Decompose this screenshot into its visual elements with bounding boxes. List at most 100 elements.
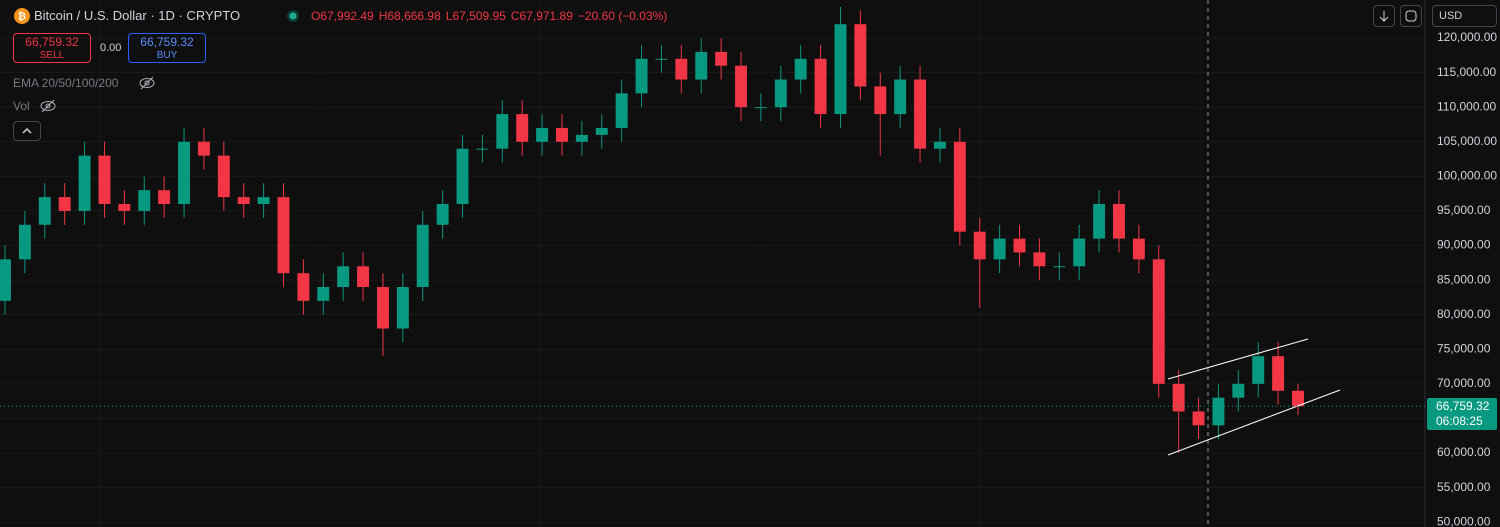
candle-body — [1093, 204, 1106, 239]
candle-body — [1212, 397, 1225, 426]
y-tick-label: 80,000.00 — [1437, 307, 1491, 321]
candle-body — [337, 266, 350, 288]
close-value: C67,971.89 — [510, 9, 573, 23]
candle-body — [933, 141, 946, 149]
candle-body — [735, 65, 747, 108]
y-tick-label: 70,000.00 — [1437, 376, 1491, 390]
candle-body — [277, 197, 290, 274]
y-tick-label: 115,000.00 — [1437, 65, 1496, 79]
candle-body — [973, 231, 986, 260]
candle-body — [1132, 238, 1145, 260]
candle-body — [1113, 204, 1125, 239]
candle-body — [516, 114, 529, 142]
candle-body — [297, 273, 310, 301]
y-tick-label: 120,000.00 — [1437, 30, 1497, 44]
candle-body — [914, 79, 927, 149]
candle-body — [197, 141, 210, 156]
bitcoin-icon: ₿ — [14, 8, 30, 24]
y-tick-label: 75,000.00 — [1437, 341, 1491, 355]
candle-body — [18, 224, 31, 260]
candle-body — [814, 58, 827, 115]
hide-icon[interactable] — [138, 76, 156, 90]
candle-body — [615, 93, 628, 128]
sell-button[interactable]: 66,759.32 SELL — [13, 33, 91, 63]
change-value: −20.60 (−0.03%) — [577, 9, 668, 23]
candle-body — [695, 51, 708, 80]
sell-price: 66,759.32 — [25, 35, 79, 49]
y-tick-label: 85,000.00 — [1437, 272, 1491, 286]
sell-label: SELL — [39, 50, 65, 61]
candle-body — [58, 197, 71, 211]
grid — [0, 37, 1425, 523]
candle-body — [0, 259, 11, 301]
buy-label: BUY — [156, 50, 178, 61]
candle-body — [1152, 259, 1165, 384]
ohlc-values: O67,992.49 H68,666.98 L67,509.95 C67,971.89… — [311, 9, 672, 23]
candle-body — [635, 58, 648, 94]
candle-body — [317, 287, 330, 301]
y-tick-label: 50,000.00 — [1437, 514, 1491, 527]
reset-button[interactable] — [1400, 5, 1422, 27]
hide-icon[interactable] — [39, 99, 57, 113]
y-tick-label: 55,000.00 — [1437, 480, 1491, 494]
y-tick-label: 110,000.00 — [1437, 99, 1496, 113]
y-tick-label: 100,000.00 — [1437, 169, 1497, 183]
arrow-down — [1379, 11, 1389, 22]
candle-body — [1013, 238, 1026, 253]
candle-body — [556, 127, 568, 142]
collapse-button[interactable] — [13, 121, 41, 141]
y-tick-label: 60,000.00 — [1437, 445, 1491, 459]
spread: 0.00 — [100, 42, 122, 54]
candle-body — [595, 127, 608, 135]
candle-body — [1292, 390, 1304, 407]
candle-body — [118, 204, 131, 211]
y-tick-label: 105,000.00 — [1437, 134, 1497, 148]
candle-body — [357, 266, 370, 288]
open-value: O67,992.49 — [311, 9, 374, 23]
candle-body — [1073, 238, 1086, 267]
candle-body — [257, 197, 270, 205]
candle-body — [834, 24, 847, 115]
candle-body — [1272, 356, 1285, 391]
candle-body — [536, 127, 549, 142]
candle-body — [416, 224, 429, 288]
last-price-label: 66,759.32 — [1436, 399, 1490, 413]
market-status — [287, 10, 299, 22]
candle-body — [1192, 411, 1205, 426]
candles — [0, 6, 1304, 453]
candle-body — [575, 134, 588, 142]
candle-body — [237, 197, 250, 205]
volume-label[interactable]: Vol — [13, 99, 30, 113]
candle-body — [754, 107, 767, 109]
candle-body — [436, 204, 449, 225]
buy-price: 66,759.32 — [140, 35, 194, 49]
y-tick-label: 90,000.00 — [1437, 238, 1491, 252]
chevron-up — [22, 127, 32, 134]
candle-body — [774, 79, 787, 108]
scroll-button[interactable] — [1373, 5, 1395, 27]
candle-body — [715, 51, 728, 66]
last-price-box: 66,759.32 06:08:25 — [1427, 398, 1497, 430]
candle-body — [456, 148, 469, 205]
candle-body — [1252, 356, 1265, 384]
candle-body — [1033, 252, 1046, 267]
candle-body — [138, 190, 151, 211]
candle-body — [158, 190, 171, 205]
buy-button[interactable]: 66,759.32 BUY — [128, 33, 206, 63]
indicator-label[interactable]: EMA 20/50/100/200 — [13, 76, 119, 90]
candle-body — [178, 141, 190, 205]
candle-body — [396, 287, 409, 329]
candle-body — [1172, 383, 1185, 412]
currency-select[interactable]: USD — [1432, 5, 1497, 27]
candle-body — [98, 155, 111, 205]
candle-body — [993, 238, 1006, 260]
candle-body — [78, 155, 91, 211]
svg-text:₿: ₿ — [18, 11, 26, 23]
trend-line-upper — [1167, 338, 1309, 380]
trend-line-lower — [1167, 389, 1341, 456]
symbol-title: Bitcoin / U.S. Dollar · 1D · CRYPTO — [34, 8, 241, 23]
candle-body — [794, 58, 807, 80]
